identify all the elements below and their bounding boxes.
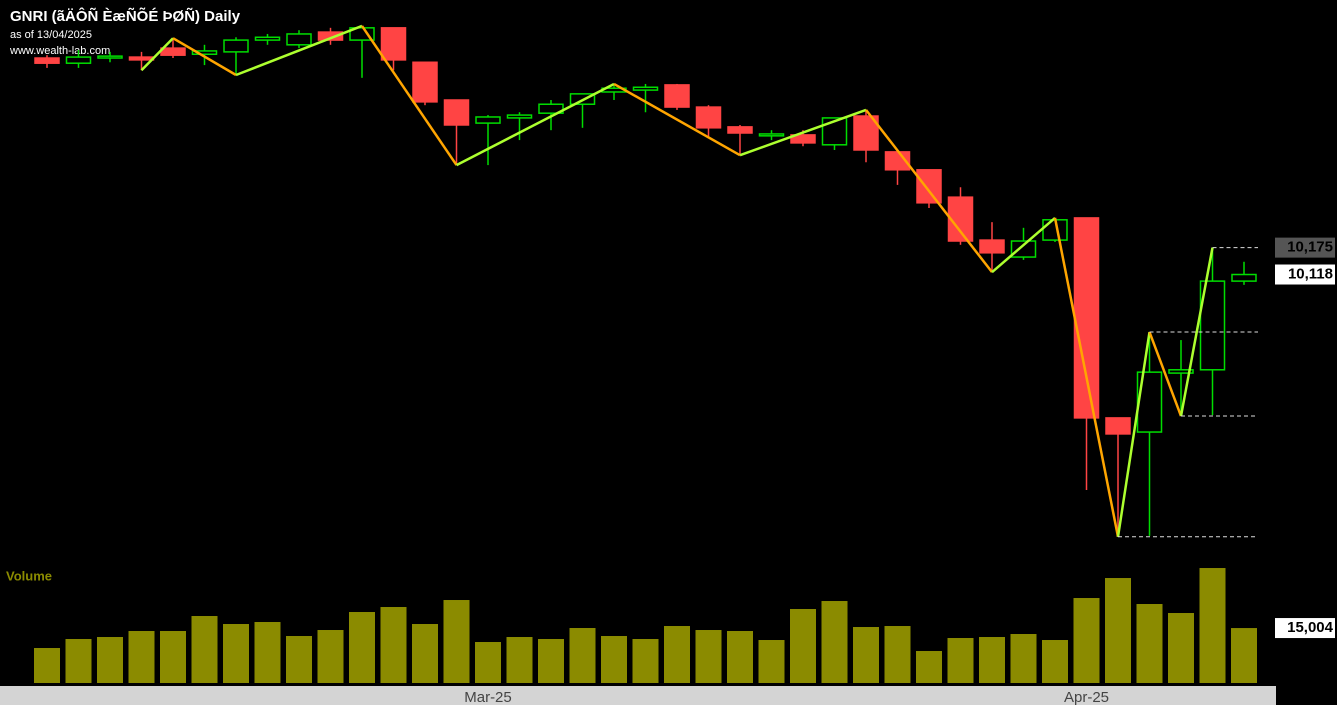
- volume-bar: [191, 616, 218, 683]
- zigzag-leg: [455, 82, 615, 167]
- candle-body: [160, 47, 186, 56]
- candle-body: [1168, 369, 1194, 374]
- zigzag-leg: [1116, 331, 1151, 537]
- candle-body: [475, 116, 501, 124]
- volume-bar: [349, 612, 375, 683]
- candle-body: [538, 103, 564, 114]
- volume-tag-box: [1275, 618, 1335, 639]
- candle-body: [223, 39, 249, 53]
- candle-body: [790, 134, 816, 144]
- volume-bar: [286, 636, 312, 683]
- zigzag-leg: [172, 37, 237, 77]
- chart-title: GNRI (ãÄÔÑ ÈæÑÕÉ ÞØÑ) Daily: [10, 7, 241, 25]
- volume-bar: [65, 639, 92, 683]
- candle-body: [1010, 240, 1037, 258]
- candle-body: [254, 36, 281, 41]
- volume-bar: [254, 622, 281, 683]
- volume-title: Volume: [6, 568, 52, 583]
- volume-bar: [1168, 613, 1194, 683]
- zigzag-leg: [235, 24, 363, 77]
- volume-bar: [979, 637, 1005, 683]
- volume-bar: [380, 607, 407, 683]
- candle-body: [632, 86, 659, 91]
- volume-bar: [412, 624, 438, 683]
- volume-bar: [443, 600, 470, 683]
- candle-body: [1231, 273, 1257, 282]
- volume-bar: [853, 627, 879, 683]
- volume-bar: [317, 630, 344, 683]
- volume-bar: [1136, 604, 1163, 683]
- candle-body: [286, 33, 312, 46]
- candle-body: [34, 57, 60, 64]
- volume-bar: [1042, 640, 1068, 683]
- candle-body: [191, 50, 218, 55]
- x-tick-label: Apr-25: [1064, 689, 1109, 705]
- volume-bar: [1199, 568, 1226, 683]
- volume-bar: [1105, 578, 1131, 683]
- x-axis-strip: [0, 686, 1276, 705]
- candle-body: [979, 239, 1005, 254]
- zigzag-leg: [991, 216, 1056, 274]
- zigzag-leg: [1179, 247, 1214, 417]
- zigzag-leg: [613, 82, 741, 157]
- subtitle: as of 13/04/2025: [10, 29, 92, 41]
- volume-bar: [916, 651, 942, 683]
- volume-bar: [695, 630, 722, 683]
- volume-bar: [821, 601, 848, 683]
- candle-body: [380, 27, 407, 61]
- candle-body: [317, 31, 344, 41]
- volume-bar: [34, 648, 60, 683]
- candle-body: [727, 126, 753, 134]
- volume-bar: [223, 624, 249, 683]
- candle-body: [412, 61, 438, 103]
- volume-bar: [538, 639, 564, 683]
- candle-body: [1073, 217, 1100, 419]
- price-tag: 10,118: [1288, 265, 1333, 282]
- volume-bar: [1010, 634, 1037, 683]
- candle-body: [506, 114, 533, 119]
- candle-body: [443, 99, 470, 126]
- volume-bar: [947, 638, 974, 683]
- volume-tag: 15,004: [1287, 619, 1334, 636]
- source: www.wealth-lab.com: [9, 45, 110, 57]
- price-tag-box: [1275, 237, 1335, 258]
- candle-body: [65, 56, 92, 64]
- volume-bar: [97, 637, 123, 683]
- zigzag-leg: [360, 25, 458, 166]
- x-tick-label: Mar-25: [464, 689, 512, 705]
- volume-bar: [727, 631, 753, 683]
- volume-bar: [128, 631, 155, 683]
- candle-body: [947, 196, 974, 242]
- volume-bar: [601, 636, 627, 683]
- zigzag-leg: [739, 108, 867, 157]
- volume-bar: [160, 631, 186, 683]
- zigzag-leg: [1053, 217, 1120, 537]
- volume-bar: [884, 626, 911, 683]
- zigzag-leg: [1148, 331, 1183, 417]
- price-tag: 10,175: [1287, 239, 1333, 256]
- volume-bar: [1231, 628, 1257, 683]
- zigzag-leg: [865, 109, 993, 273]
- candle-body: [916, 169, 942, 204]
- volume-bar: [1073, 598, 1100, 683]
- candle-body: [1136, 371, 1163, 433]
- volume-bar: [569, 628, 596, 683]
- volume-bar: [790, 609, 816, 683]
- volume-bar: [758, 640, 785, 683]
- zigzag-leg: [140, 37, 174, 72]
- volume-bar: [664, 626, 690, 683]
- price-tag-box: [1275, 264, 1335, 285]
- volume-bar: [475, 642, 501, 683]
- candle-body: [128, 56, 155, 61]
- candle-body: [97, 55, 123, 59]
- candle-body: [664, 84, 690, 108]
- candle-body: [695, 106, 722, 129]
- volume-bar: [506, 637, 533, 683]
- candle-body: [758, 133, 785, 137]
- volume-bar: [632, 639, 659, 683]
- candle-body: [1105, 417, 1131, 435]
